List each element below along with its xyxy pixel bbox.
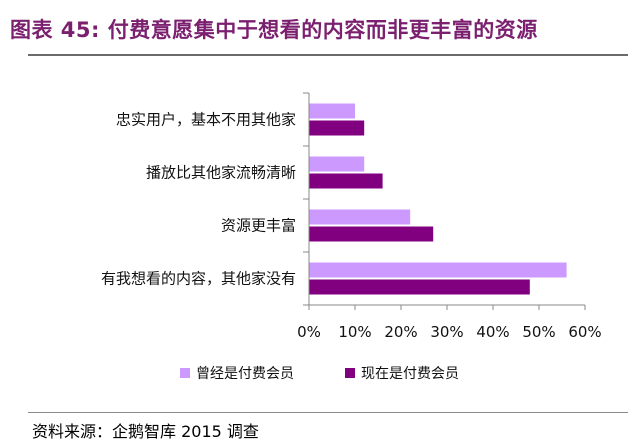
bar-current-member-1 <box>309 173 383 189</box>
bar-former-member-1 <box>309 156 365 172</box>
title-divider <box>28 54 628 56</box>
bar-former-member-2 <box>309 209 411 225</box>
x-tick-label: 10% <box>338 323 371 341</box>
source-note: 资料来源：企鹅智库 2015 调查 <box>32 422 259 441</box>
figure-title: 图表 45: 付费意愿集中于想看的内容而非更丰富的资源 <box>10 18 538 42</box>
category-label: 忠实用户，基本不用其他家 <box>116 111 296 129</box>
x-tick-label: 30% <box>430 323 463 341</box>
x-tick-label: 0% <box>297 323 321 341</box>
bar-chart: 忠实用户，基本不用其他家播放比其他家流畅清晰资源更丰富有我想看的内容，其他家没有… <box>101 92 602 382</box>
bar-current-member-3 <box>309 279 530 295</box>
legend-label: 曾经是付费会员 <box>196 366 294 382</box>
bar-former-member-3 <box>309 262 567 278</box>
source-divider <box>28 412 628 413</box>
bar-former-member-0 <box>309 103 355 119</box>
x-tick-label: 20% <box>384 323 417 341</box>
legend-swatch <box>345 368 355 378</box>
bar-current-member-0 <box>309 120 365 136</box>
legend-swatch <box>180 368 190 378</box>
x-tick-label: 50% <box>522 323 555 341</box>
category-label: 播放比其他家流畅清晰 <box>146 164 296 182</box>
category-label: 有我想看的内容，其他家没有 <box>101 270 296 288</box>
x-tick-label: 40% <box>476 323 509 341</box>
legend-label: 现在是付费会员 <box>361 366 459 382</box>
x-tick-label: 60% <box>568 323 601 341</box>
category-label: 资源更丰富 <box>221 217 296 235</box>
bar-current-member-2 <box>309 226 434 242</box>
